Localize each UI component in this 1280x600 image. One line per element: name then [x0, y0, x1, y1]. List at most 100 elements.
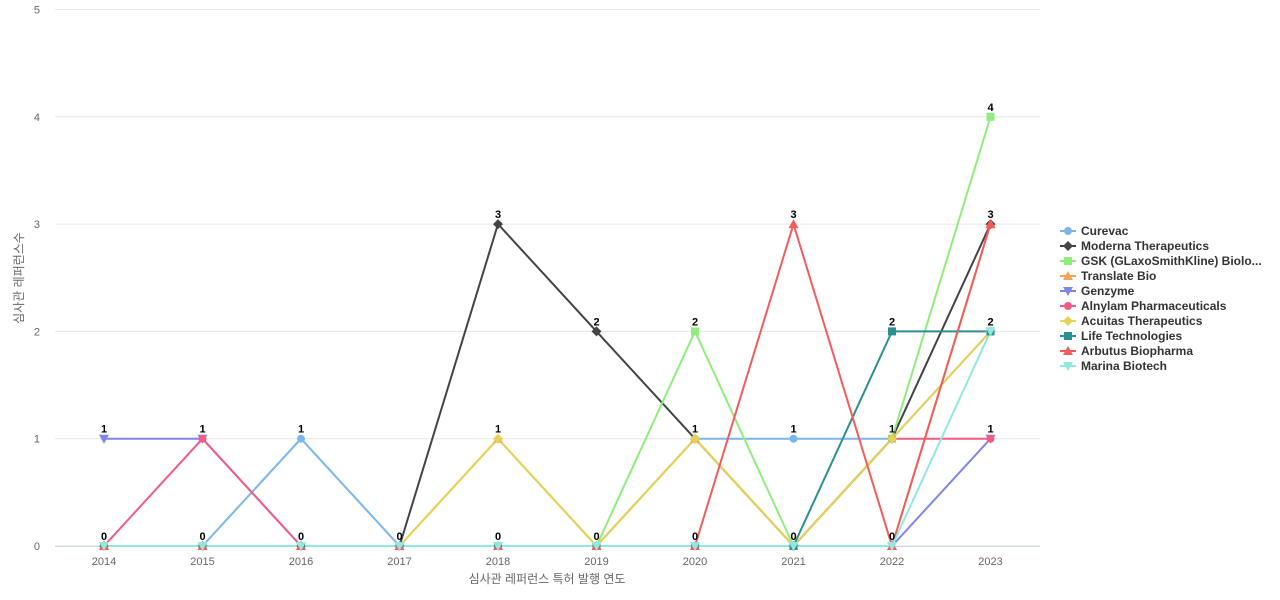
- point-moderna-therapeutics: [591, 326, 602, 337]
- legend-item[interactable]: Alnylam Pharmaceuticals: [1060, 299, 1227, 313]
- series-lines: [103, 116, 992, 547]
- legend-label: Translate Bio: [1081, 269, 1156, 283]
- legend-label: GSK (GLaxoSmithKline) Biolo...: [1081, 254, 1262, 268]
- legend-label: Life Technologies: [1081, 329, 1182, 343]
- point-arbutus-biopharma: [985, 219, 996, 229]
- legend-item[interactable]: Acuitas Therapeutics: [1060, 314, 1203, 328]
- series-line-translate-bio: [104, 223, 992, 547]
- data-label: 0: [495, 531, 501, 543]
- legend-symbol: [1063, 316, 1073, 326]
- legend-symbol: [1064, 302, 1072, 310]
- legend-item[interactable]: Arbutus Biopharma: [1060, 344, 1193, 358]
- series-markers: [99, 112, 996, 551]
- legend-item[interactable]: Life Technologies: [1060, 329, 1182, 343]
- legend-label: Genzyme: [1081, 284, 1135, 298]
- y-tick-label: 5: [34, 5, 40, 17]
- x-tick-label: 2017: [387, 556, 411, 568]
- point-gsk-glaxosmithkline-biolo: [986, 112, 995, 121]
- point-marina-biotech: [197, 542, 208, 551]
- x-tick-label: 2022: [880, 556, 904, 568]
- data-label: 1: [298, 424, 304, 436]
- data-label: 1: [199, 424, 205, 436]
- y-tick-label: 4: [34, 112, 40, 124]
- legend-label: Alnylam Pharmaceuticals: [1081, 299, 1227, 313]
- legend-item[interactable]: GSK (GLaxoSmithKline) Biolo...: [1060, 254, 1262, 268]
- data-label: 0: [692, 531, 698, 543]
- y-axis-ticks: 0 1 2 3 4 5: [34, 5, 40, 554]
- data-label: 1: [495, 424, 501, 436]
- legend-item[interactable]: Genzyme: [1060, 284, 1135, 298]
- data-label: 3: [495, 209, 501, 221]
- point-life-technologies: [888, 327, 896, 336]
- point-marina-biotech: [296, 542, 306, 551]
- legend-label: Marina Biotech: [1081, 359, 1167, 373]
- data-label: 1: [987, 424, 993, 436]
- y-tick-label: 0: [34, 541, 40, 553]
- legend-label: Curevac: [1081, 224, 1129, 238]
- point-alnylam-pharmaceuticals: [198, 434, 207, 443]
- legend-item[interactable]: Moderna Therapeutics: [1060, 239, 1209, 253]
- point-curevac: [789, 434, 798, 443]
- y-axis-title: 심사관 레퍼런스수: [12, 232, 26, 324]
- point-arbutus-biopharma: [788, 219, 799, 229]
- data-label: 2: [987, 316, 993, 328]
- legend-symbol: [1064, 227, 1072, 235]
- x-axis-ticks: 2014 2015 2016 2017 2018 2019 2020 2021 2022 2023: [92, 556, 1003, 568]
- legend-symbol: [1063, 362, 1073, 371]
- legend-label: Acuitas Therapeutics: [1081, 314, 1203, 328]
- point-marina-biotech: [985, 327, 996, 337]
- y-tick-label: 2: [34, 326, 40, 338]
- data-label: 1: [692, 424, 698, 436]
- data-label: 1: [889, 424, 895, 436]
- point-curevac: [297, 434, 305, 443]
- data-label: 0: [298, 531, 304, 543]
- point-acuitas-therapeutics: [690, 433, 700, 444]
- data-label: 2: [889, 316, 895, 328]
- x-tick-label: 2015: [190, 556, 214, 568]
- y-tick-label: 1: [34, 434, 40, 446]
- legend-symbol: [1063, 271, 1073, 280]
- point-marina-biotech: [887, 542, 897, 551]
- data-label: 0: [199, 531, 205, 543]
- data-labels: 1 0 1 0 1 0 0 3 1 0 2 0 2 1 0 3 1 0 2 1 0 4 3 2 1: [101, 102, 995, 543]
- x-tick-label: 2019: [584, 556, 608, 568]
- point-moderna-therapeutics: [493, 219, 503, 230]
- series-line-marina-biotech: [104, 330, 992, 547]
- data-label: 4: [987, 102, 994, 114]
- data-label: 3: [790, 209, 796, 221]
- point-acuitas-therapeutics: [493, 433, 503, 444]
- legend-symbol: [1063, 287, 1073, 296]
- legend-item[interactable]: Marina Biotech: [1060, 359, 1167, 373]
- point-acuitas-therapeutics: [887, 433, 897, 444]
- legend-symbol: [1063, 241, 1073, 251]
- point-alnylam-pharmaceuticals: [986, 434, 995, 443]
- legend-label: Moderna Therapeutics: [1081, 239, 1209, 253]
- data-label: 0: [889, 531, 895, 543]
- x-tick-label: 2014: [92, 556, 116, 568]
- legend-symbol: [1064, 257, 1072, 265]
- point-marina-biotech: [394, 542, 405, 551]
- legend-item[interactable]: Translate Bio: [1060, 269, 1156, 283]
- data-label: 0: [396, 531, 402, 543]
- x-tick-label: 2018: [486, 556, 510, 568]
- x-tick-label: 2016: [289, 556, 313, 568]
- point-marina-biotech: [99, 542, 109, 551]
- x-tick-label: 2021: [781, 556, 805, 568]
- data-label: 0: [101, 531, 107, 543]
- x-tick-label: 2020: [683, 556, 707, 568]
- point-genzyme: [99, 434, 109, 444]
- y-tick-label: 3: [34, 219, 40, 231]
- data-label: 2: [692, 316, 698, 328]
- legend-symbol: [1064, 332, 1072, 340]
- legend-item[interactable]: Curevac: [1060, 224, 1129, 238]
- data-label: 0: [593, 531, 599, 543]
- x-tick-label: 2023: [978, 556, 1002, 568]
- data-label: 2: [593, 316, 599, 328]
- point-marina-biotech: [591, 542, 602, 551]
- series-line-arbutus-biopharma: [104, 223, 992, 547]
- legend-label: Arbutus Biopharma: [1081, 344, 1193, 358]
- point-gsk-glaxosmithkline-biolo: [691, 327, 699, 336]
- point-marina-biotech: [493, 542, 503, 551]
